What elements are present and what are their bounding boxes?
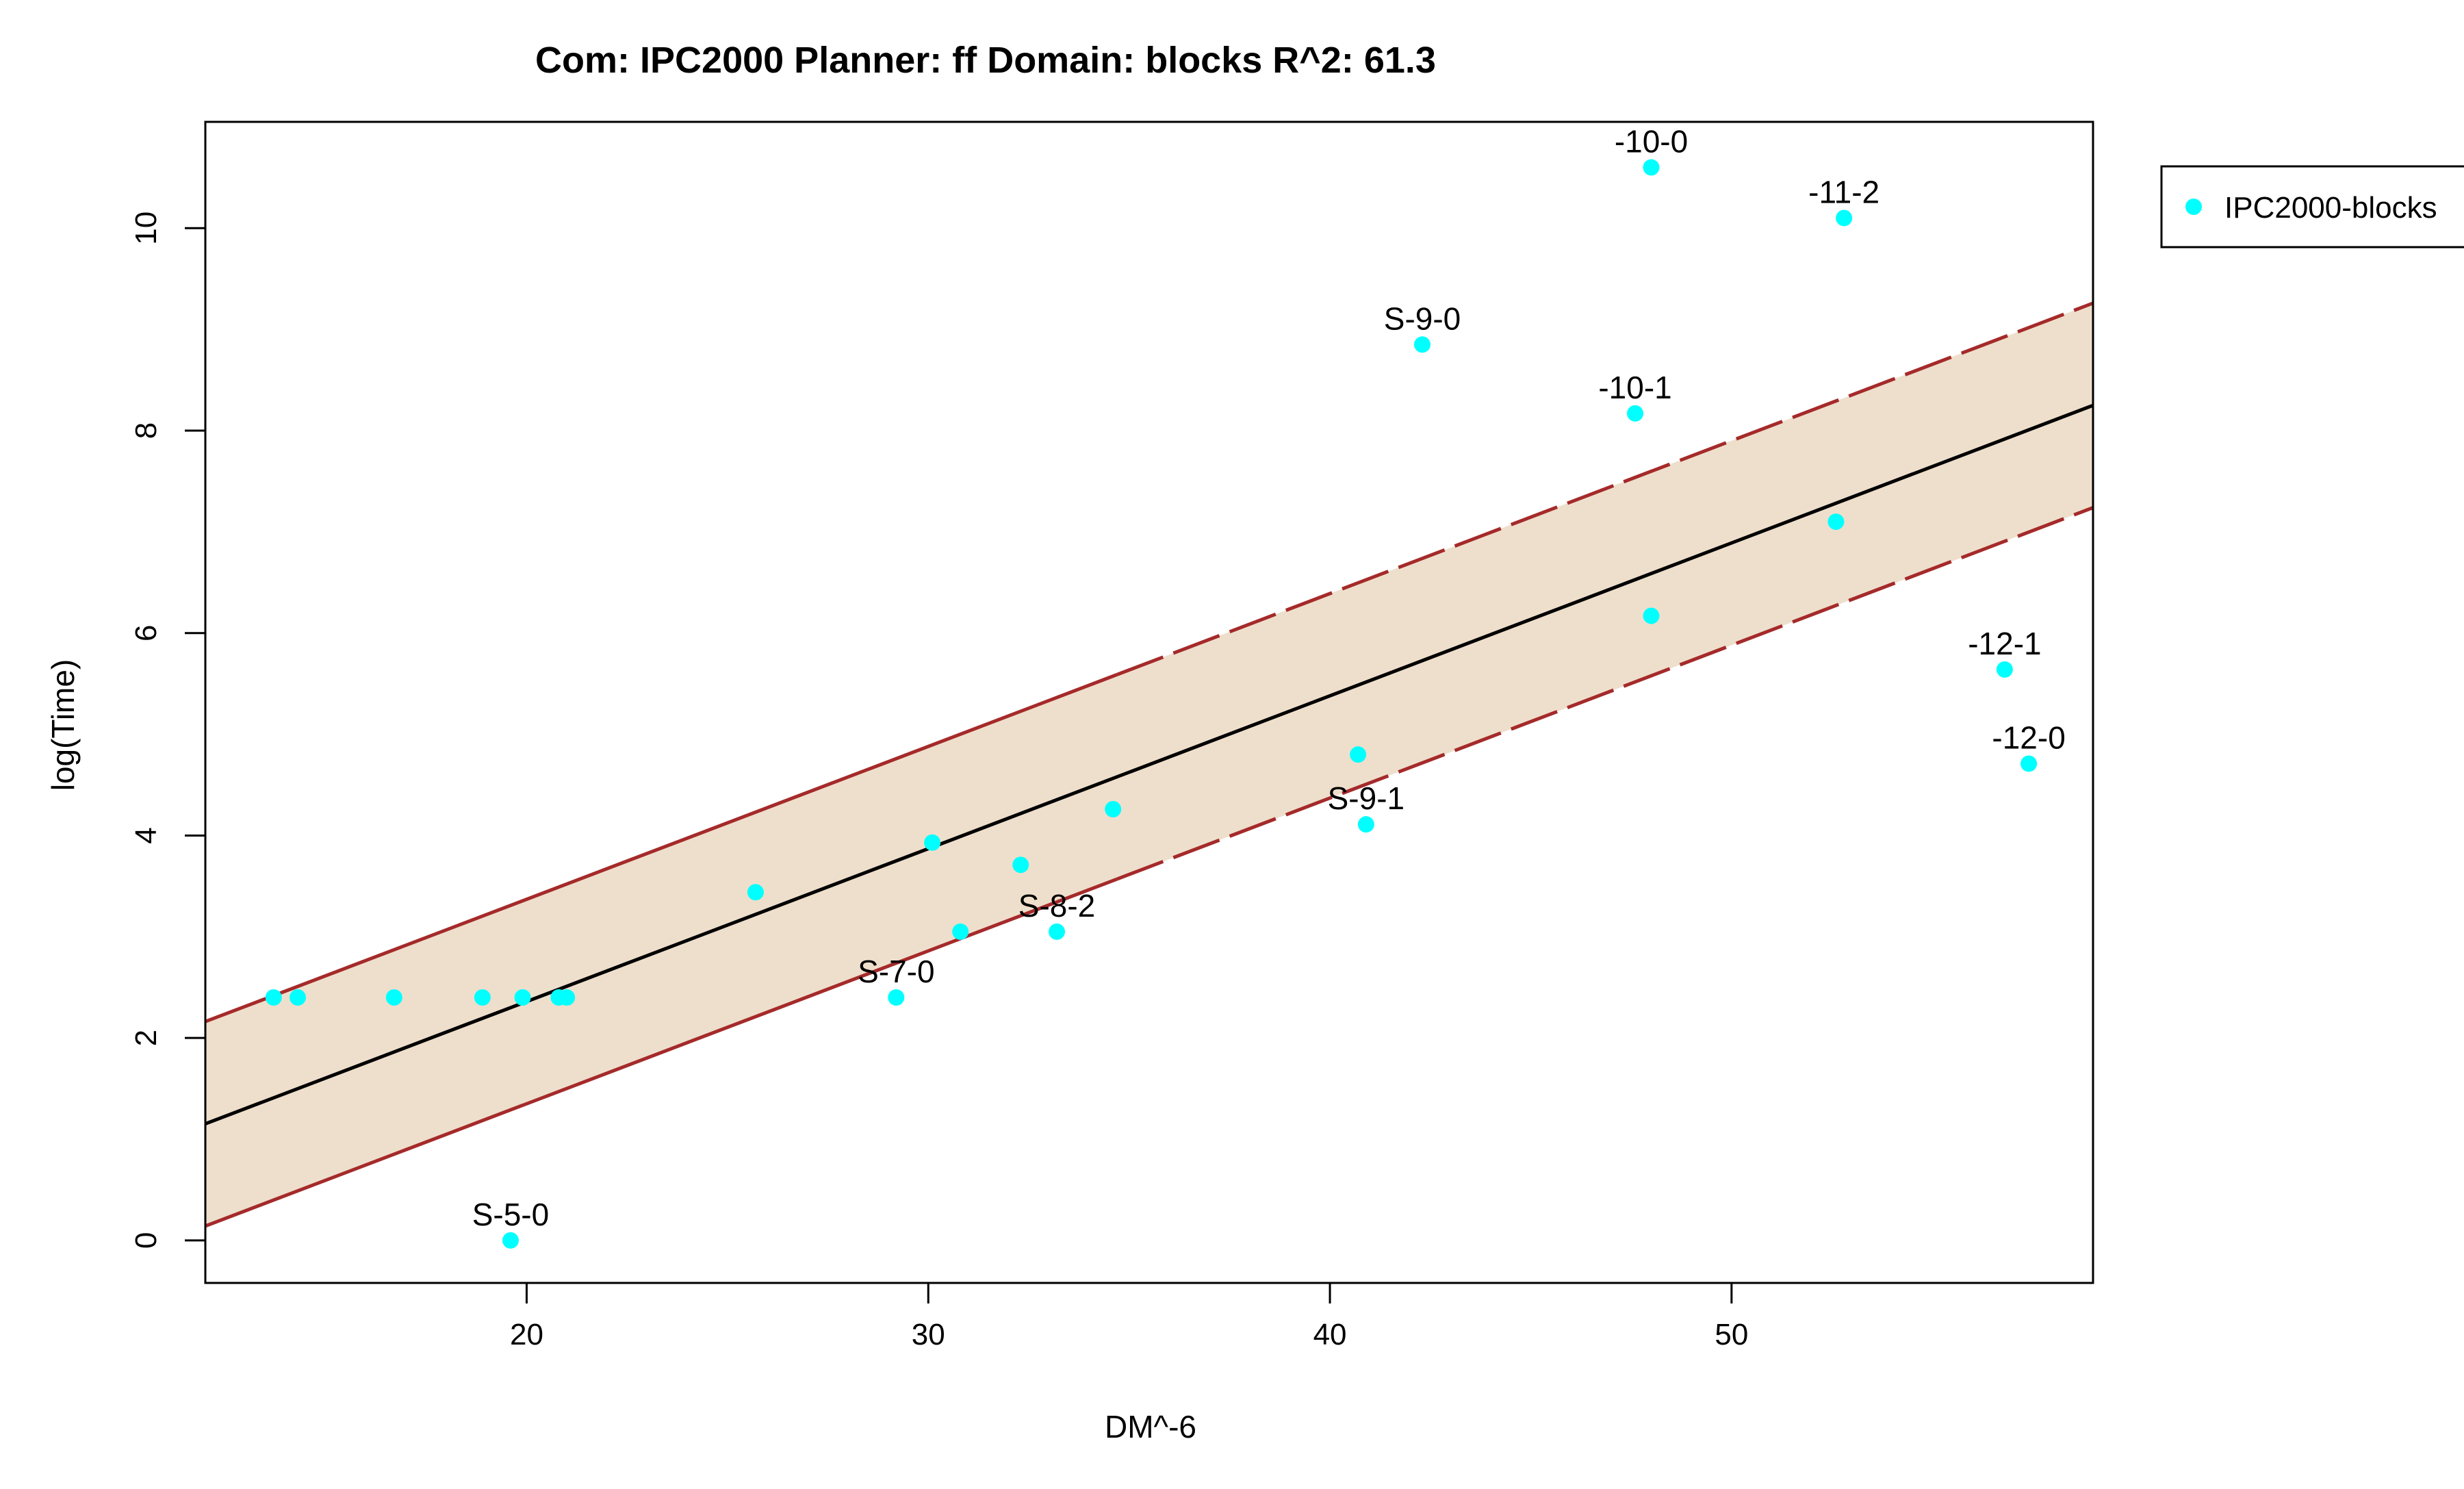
data-point — [1105, 800, 1122, 817]
point-label: -10-0 — [1615, 124, 1688, 160]
data-point — [1827, 513, 1845, 531]
data-point — [1643, 607, 1660, 624]
point-label: S-7-0 — [858, 954, 934, 989]
y-tick-label: 4 — [129, 827, 163, 843]
data-point — [1049, 923, 1066, 940]
point-label: -11-2 — [1808, 174, 1879, 209]
x-tick-label: 50 — [1715, 1318, 1748, 1351]
data-point — [1414, 336, 1431, 353]
data-point — [2020, 755, 2038, 772]
band-upper-edge-dashed — [1116, 301, 2094, 676]
data-point — [952, 923, 969, 940]
data-point — [1627, 405, 1644, 422]
y-tick-label: 2 — [129, 1030, 163, 1046]
y-tick-label: 10 — [129, 212, 163, 245]
legend: IPC2000-blocks — [2160, 165, 2464, 249]
x-axis-label: DM^-6 — [1105, 1409, 1196, 1445]
band-lower-edge-dashed — [1116, 506, 2094, 881]
legend-entry-label: IPC2000-blocks — [2224, 191, 2437, 225]
point-label: S-9-0 — [1384, 301, 1461, 336]
data-point — [474, 989, 491, 1006]
plot-area: 20 30 40 50 0 2 4 6 8 10 S-5-0 S-7-0 S-8-2 S-9-1 S-9-0… — [129, 120, 2094, 1351]
point-label: S-9-1 — [1328, 780, 1404, 816]
regression-line — [205, 403, 2094, 1125]
data-point — [924, 834, 941, 851]
y-axis-label: log(Time) — [45, 659, 81, 791]
point-label: -10-1 — [1598, 370, 1671, 405]
point-label: S-8-2 — [1018, 888, 1095, 924]
legend-box — [2160, 165, 2464, 249]
y-tick-label: 6 — [129, 624, 163, 641]
data-point — [514, 989, 531, 1006]
data-point — [1996, 661, 2013, 678]
x-tick-label: 30 — [912, 1318, 945, 1351]
data-point — [1012, 856, 1029, 874]
point-label: -12-0 — [1992, 720, 2065, 755]
point-label: S-5-0 — [472, 1197, 549, 1232]
data-point — [1836, 209, 1853, 227]
y-tick-label: 8 — [129, 422, 163, 439]
data-point — [559, 989, 576, 1006]
point-label: -12-1 — [1968, 626, 2041, 661]
data-point — [747, 884, 764, 901]
data-point — [289, 989, 306, 1006]
plot-frame — [204, 120, 2094, 1284]
y-tick-label: 0 — [129, 1232, 163, 1249]
legend-marker — [2185, 199, 2202, 215]
band-upper-edge-solid — [205, 673, 1118, 1023]
x-tick-label: 20 — [510, 1318, 543, 1351]
data-point — [1357, 816, 1374, 833]
data-point — [1350, 746, 1367, 763]
data-point — [1643, 159, 1660, 176]
data-point — [265, 989, 282, 1006]
x-tick-label: 40 — [1313, 1318, 1347, 1351]
data-point — [385, 989, 402, 1006]
data-point — [888, 989, 905, 1006]
chart-title: Com: IPC2000 Planner: ff Domain: blocks … — [535, 40, 1436, 81]
data-point — [502, 1232, 519, 1249]
